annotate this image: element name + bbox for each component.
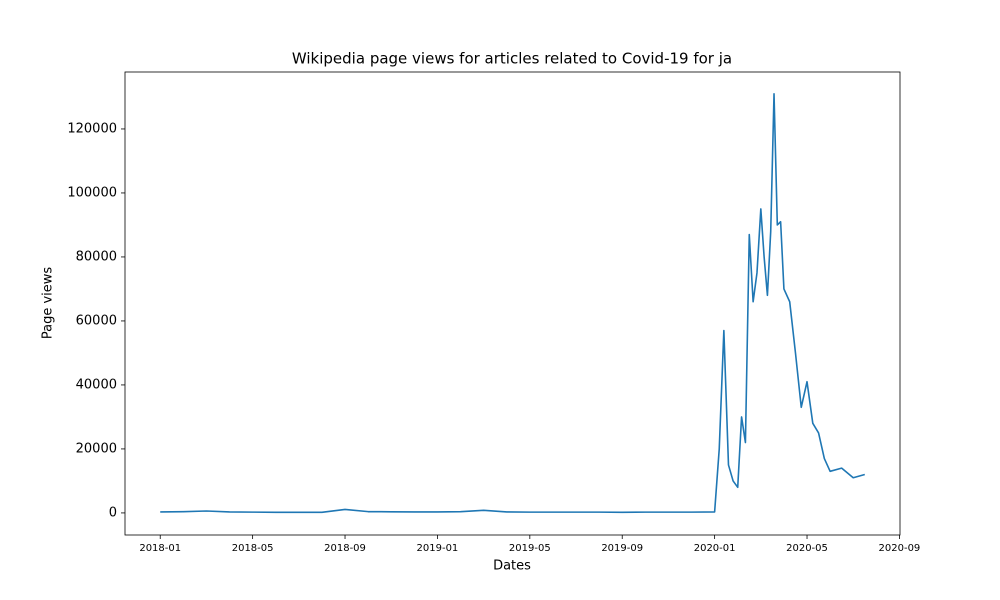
x-tick-label: 2020-05: [786, 543, 828, 554]
plot-frame: [124, 71, 901, 536]
y-axis-label: Page views: [41, 267, 56, 340]
x-tick-label: 2020-01: [694, 543, 736, 554]
y-tick-label: 100000: [67, 185, 117, 200]
y-tick-label: 60000: [76, 313, 117, 328]
y-tick-label: 120000: [67, 121, 117, 136]
y-tick-label: 20000: [76, 441, 117, 456]
x-tick-label: 2018-05: [232, 543, 274, 554]
x-tick-label: 2019-01: [417, 543, 459, 554]
x-tick-label: 2018-09: [324, 543, 366, 554]
x-tick-label: 2018-01: [139, 543, 181, 554]
y-tick-label: 40000: [76, 377, 117, 392]
y-tick-label: 80000: [76, 249, 117, 264]
data-line: [160, 92, 865, 514]
chart-title: Wikipedia page views for articles relate…: [292, 50, 732, 68]
x-tick-label: 2019-05: [509, 543, 551, 554]
x-tick-label: 2020-09: [879, 543, 921, 554]
x-tick-label: 2019-09: [601, 543, 643, 554]
x-axis-label: Dates: [493, 559, 531, 574]
y-tick-label: 0: [109, 505, 117, 520]
